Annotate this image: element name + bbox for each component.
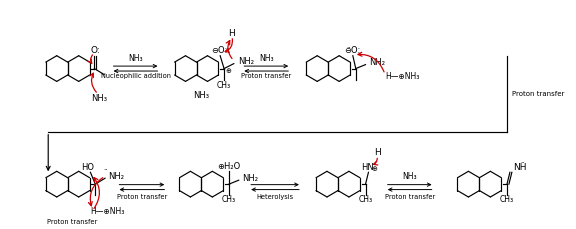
Text: NH₃: NH₃ [259, 54, 274, 63]
Text: ··: ·· [103, 167, 107, 173]
Text: NH₃: NH₃ [128, 54, 143, 63]
Text: HN: HN [361, 163, 374, 172]
Text: H—⊕NH₃: H—⊕NH₃ [90, 207, 125, 216]
Text: HO: HO [81, 163, 94, 172]
Text: NH₂: NH₂ [108, 172, 124, 181]
Text: ⊕H₂O: ⊕H₂O [217, 162, 241, 171]
Text: Proton transfer: Proton transfer [117, 194, 167, 200]
Text: Proton transfer: Proton transfer [47, 219, 98, 225]
Text: ⊖O:: ⊖O: [344, 46, 360, 55]
Text: H: H [229, 30, 235, 38]
Text: NH₃: NH₃ [194, 91, 210, 100]
Text: O:: O: [90, 46, 100, 55]
Text: ··: ·· [347, 45, 351, 51]
Text: NH₂: NH₂ [369, 58, 385, 67]
Text: ⊕: ⊕ [372, 166, 377, 172]
Text: CH₃: CH₃ [358, 195, 373, 204]
Text: CH₃: CH₃ [500, 195, 514, 204]
Text: Proton transfer: Proton transfer [511, 91, 564, 97]
Text: NH₂: NH₂ [238, 57, 253, 66]
Text: Nucleophilic addition: Nucleophilic addition [101, 74, 170, 79]
Text: Proton transfer: Proton transfer [241, 74, 291, 79]
Text: NH₂: NH₂ [241, 174, 257, 183]
Text: NH₃: NH₃ [91, 94, 107, 103]
Text: NH: NH [513, 163, 526, 172]
Text: ⊖O:: ⊖O: [211, 46, 228, 55]
Text: CH₃: CH₃ [217, 81, 231, 90]
Text: H—⊕NH₃: H—⊕NH₃ [385, 72, 419, 81]
Text: ··: ·· [520, 160, 525, 166]
Text: ⊕: ⊕ [225, 68, 231, 74]
Text: CH₃: CH₃ [222, 195, 236, 204]
Text: H: H [374, 148, 381, 157]
Text: NH₃: NH₃ [403, 172, 417, 181]
Text: Proton transfer: Proton transfer [385, 194, 435, 200]
Text: Heterolysis: Heterolysis [256, 194, 294, 200]
